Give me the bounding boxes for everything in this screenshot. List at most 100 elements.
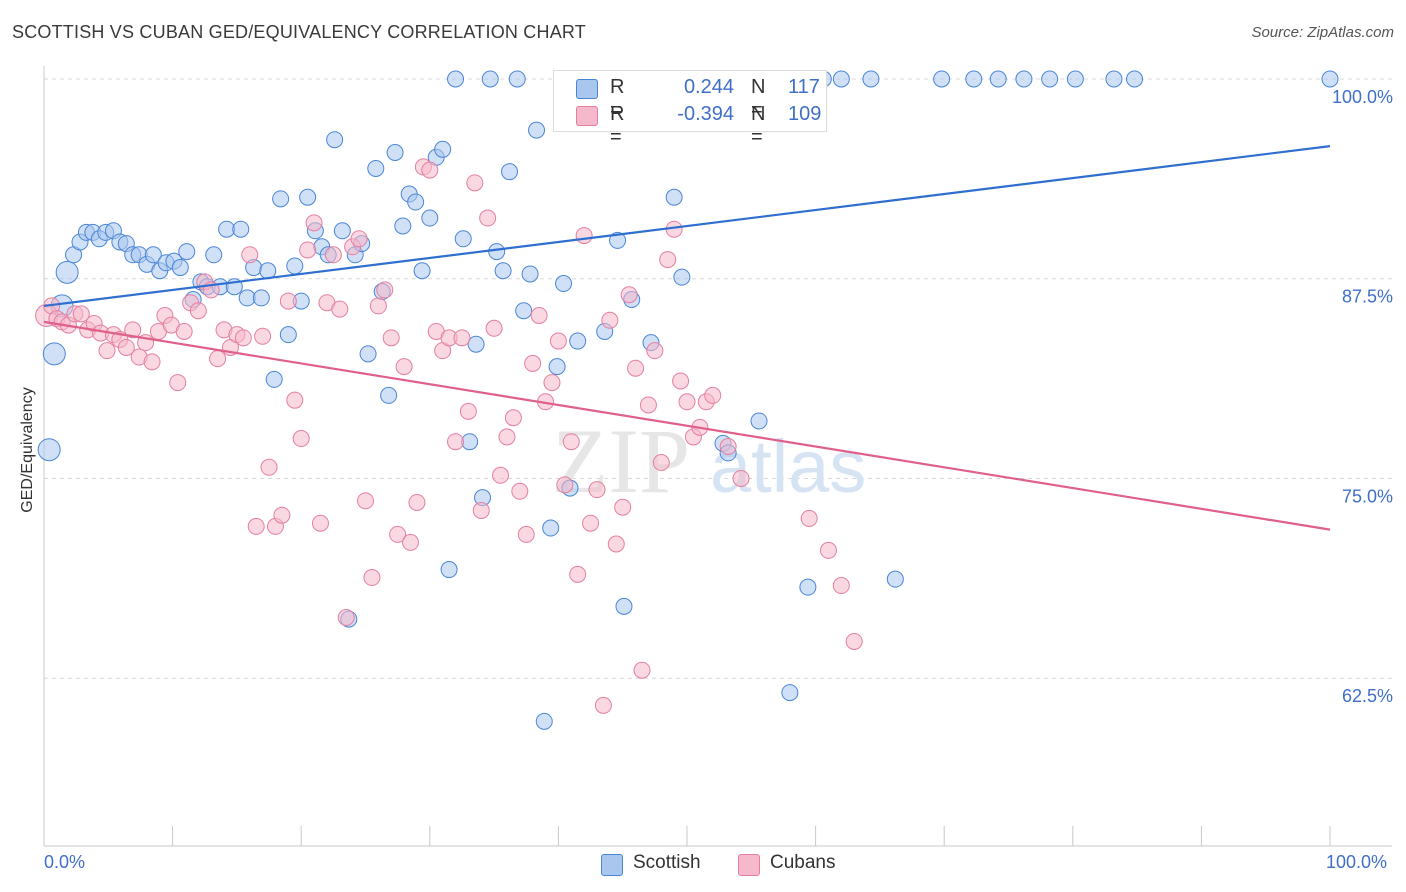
data-point bbox=[1126, 70, 1144, 88]
data-point bbox=[673, 268, 691, 286]
y-tick-label: 100.0% bbox=[1332, 87, 1393, 107]
data-point bbox=[324, 246, 342, 264]
data-point bbox=[508, 70, 526, 88]
data-point bbox=[241, 246, 259, 264]
data-point bbox=[169, 374, 187, 392]
y-tick-labels: 62.5% 75.0% 87.5% 100.0% bbox=[1332, 87, 1393, 706]
data-point bbox=[434, 140, 452, 158]
data-point bbox=[273, 506, 291, 524]
data-point bbox=[543, 374, 561, 392]
source-label: Source: ZipAtlas.com bbox=[1251, 24, 1394, 41]
data-point bbox=[620, 286, 638, 304]
gridlines bbox=[44, 78, 1392, 679]
data-point bbox=[467, 335, 485, 353]
data-point bbox=[886, 570, 904, 588]
x-tick-label-max: 100.0% bbox=[1326, 852, 1388, 872]
data-point bbox=[413, 262, 431, 280]
data-point bbox=[965, 70, 983, 88]
data-point bbox=[479, 209, 497, 227]
n-label: N = bbox=[751, 76, 766, 121]
data-point bbox=[337, 608, 355, 626]
cubans-points bbox=[35, 158, 863, 714]
data-point bbox=[234, 329, 252, 347]
data-point bbox=[569, 332, 587, 350]
data-point bbox=[472, 501, 490, 519]
scottish-swatch bbox=[576, 79, 598, 99]
data-point bbox=[382, 329, 400, 347]
data-point bbox=[386, 144, 404, 162]
data-point bbox=[299, 241, 317, 259]
data-point bbox=[601, 311, 619, 329]
data-point bbox=[750, 412, 768, 430]
data-point bbox=[800, 509, 818, 527]
data-point bbox=[42, 342, 66, 366]
data-point bbox=[609, 231, 627, 249]
data-point bbox=[305, 214, 323, 232]
r-value: -0.394 bbox=[677, 103, 734, 125]
data-point bbox=[933, 70, 951, 88]
data-point bbox=[494, 262, 512, 280]
data-point bbox=[260, 458, 278, 476]
data-point bbox=[37, 438, 61, 462]
data-point bbox=[1105, 70, 1123, 88]
data-point bbox=[1066, 70, 1084, 88]
data-point bbox=[279, 326, 297, 344]
data-point bbox=[299, 188, 317, 206]
data-point bbox=[799, 578, 817, 596]
data-point bbox=[367, 159, 385, 177]
data-point bbox=[548, 358, 566, 376]
data-point bbox=[989, 70, 1007, 88]
data-point bbox=[359, 345, 377, 363]
data-point bbox=[781, 684, 799, 702]
data-point bbox=[652, 454, 670, 471]
data-point bbox=[555, 275, 573, 293]
legend-label-scottish: Scottish bbox=[633, 852, 701, 873]
data-point bbox=[408, 493, 426, 511]
data-point bbox=[232, 220, 250, 238]
data-point bbox=[819, 541, 837, 559]
y-axis-title: GED/Equivalency bbox=[19, 387, 36, 513]
data-point bbox=[556, 476, 574, 494]
data-point bbox=[1321, 70, 1339, 88]
data-point bbox=[238, 289, 256, 307]
data-point bbox=[326, 131, 344, 149]
x-tick-label-min: 0.0% bbox=[44, 852, 86, 872]
data-point bbox=[530, 306, 548, 324]
data-point bbox=[421, 209, 439, 227]
data-point bbox=[582, 514, 600, 532]
data-point bbox=[402, 533, 420, 551]
data-point bbox=[144, 246, 162, 264]
r-value: 0.244 bbox=[683, 76, 734, 98]
data-point bbox=[594, 696, 612, 714]
data-point bbox=[481, 70, 499, 88]
data-point bbox=[331, 300, 349, 318]
data-point bbox=[143, 353, 161, 371]
data-point bbox=[498, 428, 516, 446]
data-point bbox=[1015, 70, 1033, 88]
cubans-swatch bbox=[576, 106, 598, 126]
data-point bbox=[521, 265, 539, 283]
data-point bbox=[286, 257, 304, 275]
stats-legend: R = 0.244 N = 117 R = -0.394 N = 109 bbox=[553, 70, 827, 148]
data-point bbox=[832, 577, 850, 595]
data-point bbox=[447, 70, 465, 88]
data-point bbox=[732, 469, 750, 487]
data-point bbox=[862, 70, 880, 88]
cubans-trend-line bbox=[43, 320, 1331, 531]
data-point bbox=[569, 565, 587, 583]
y-axis-title-box: GED/Equivalency bbox=[8, 250, 48, 650]
data-point bbox=[524, 354, 542, 372]
data-point bbox=[369, 297, 387, 315]
y-tick-label: 75.0% bbox=[1342, 486, 1393, 506]
data-point bbox=[55, 260, 79, 284]
data-point bbox=[380, 386, 398, 404]
data-point bbox=[488, 243, 506, 261]
data-point bbox=[447, 433, 465, 451]
r-label: R = bbox=[610, 103, 625, 148]
data-point bbox=[363, 569, 381, 587]
data-point bbox=[218, 220, 236, 238]
data-point bbox=[357, 492, 374, 510]
data-point bbox=[607, 535, 625, 553]
data-point bbox=[272, 190, 290, 208]
